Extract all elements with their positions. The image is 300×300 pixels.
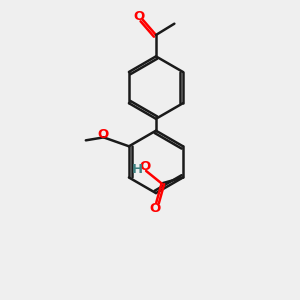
Text: H: H <box>132 163 143 176</box>
Text: O: O <box>133 10 144 23</box>
Text: O: O <box>139 160 151 173</box>
Text: O: O <box>150 202 161 214</box>
Text: O: O <box>98 128 109 142</box>
